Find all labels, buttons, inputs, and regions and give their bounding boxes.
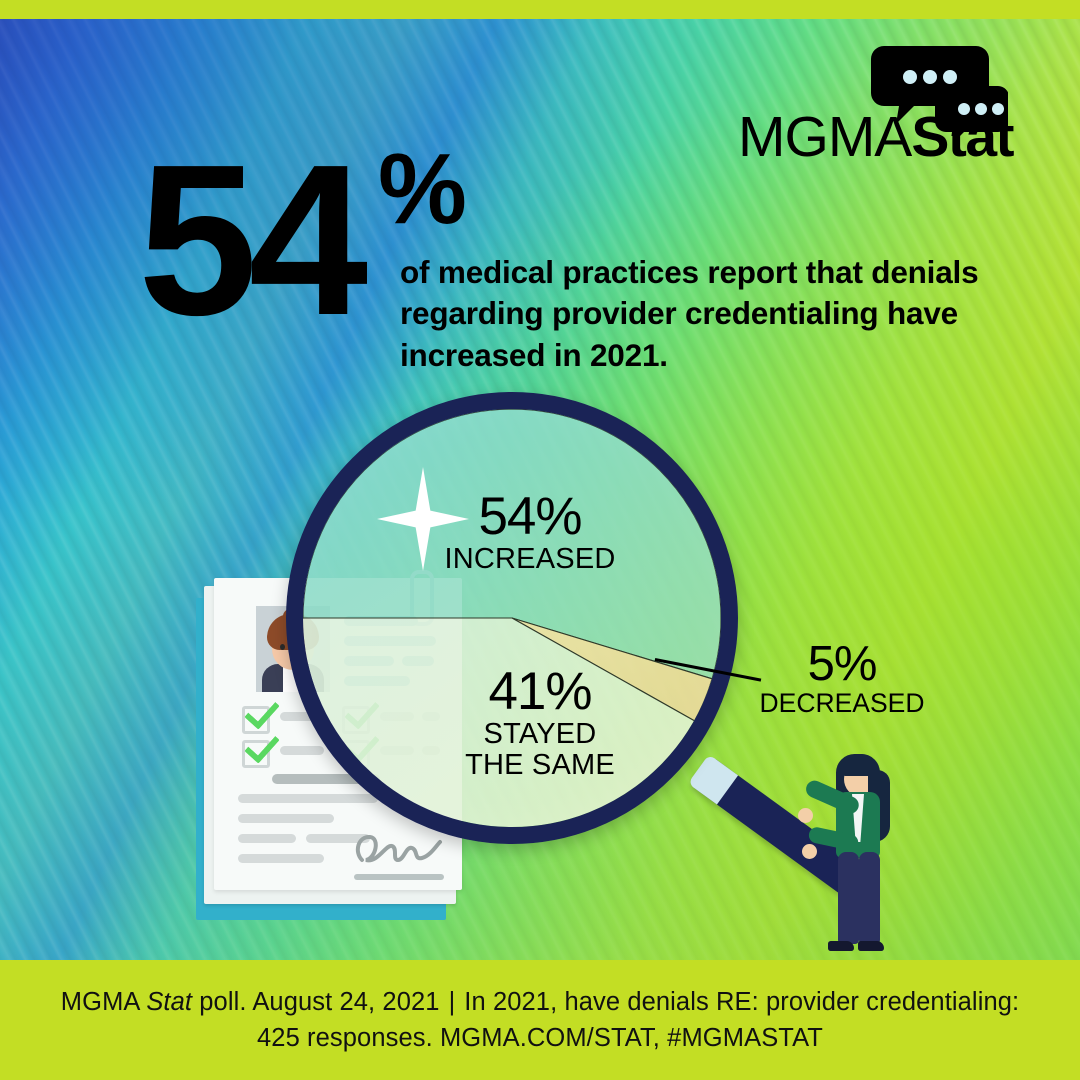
signature-mark	[355, 835, 442, 863]
pie-label-increased-caption: INCREASED	[444, 543, 616, 576]
headline-text: of medical practices report that denials…	[400, 254, 979, 373]
pie-label-stayed-same-caption-2: THE SAME	[465, 748, 615, 781]
hero-stat-percent-symbol: %	[378, 133, 467, 245]
pie-label-stayed-same-caption-1: STAYED	[483, 718, 597, 751]
pie-label-increased-value: 54%	[478, 487, 582, 546]
mgma-stat-logo: MGMAStat	[738, 44, 1015, 166]
logo-mgma-text: MGMA	[738, 105, 912, 169]
footer-question: In 2021, have denials RE: provider crede…	[464, 987, 1020, 1016]
hero-stat-number: 54	[138, 119, 368, 360]
top-accent-bar	[0, 0, 1080, 19]
speech-bubbles-icon	[871, 46, 1009, 146]
businesswoman-figure	[798, 752, 908, 957]
pie-label-decreased-value: 5%	[807, 637, 878, 691]
pie-label-increased: 54% INCREASED	[410, 487, 650, 576]
pie-label-stayed-same: 41% STAYED THE SAME	[430, 662, 650, 781]
footer-stat-italic: Stat	[146, 987, 193, 1016]
pie-label-decreased-caption: DECREASED	[759, 688, 925, 718]
magnifying-glass-icon	[286, 392, 738, 844]
footer-bar	[0, 960, 1080, 1080]
footer-poll-date: poll. August 24, 2021	[192, 987, 440, 1016]
footer-source-text: MGMA Stat poll. August 24, 2021 | In 2021,…	[0, 960, 1080, 1080]
footer-poll-prefix: MGMA	[60, 987, 147, 1016]
signature-line	[354, 874, 444, 880]
logo-wordmark: MGMAStat	[738, 109, 1015, 166]
footer-divider: |	[448, 987, 456, 1016]
footer-responses-and-url: 425 responses. MGMA.COM/STAT, #MGMASTAT	[257, 1024, 823, 1052]
logo-stat-text: Stat	[911, 105, 1014, 169]
pie-label-stayed-same-value: 41%	[488, 662, 592, 721]
pie-label-decreased: 5% DECREASED	[752, 640, 932, 718]
